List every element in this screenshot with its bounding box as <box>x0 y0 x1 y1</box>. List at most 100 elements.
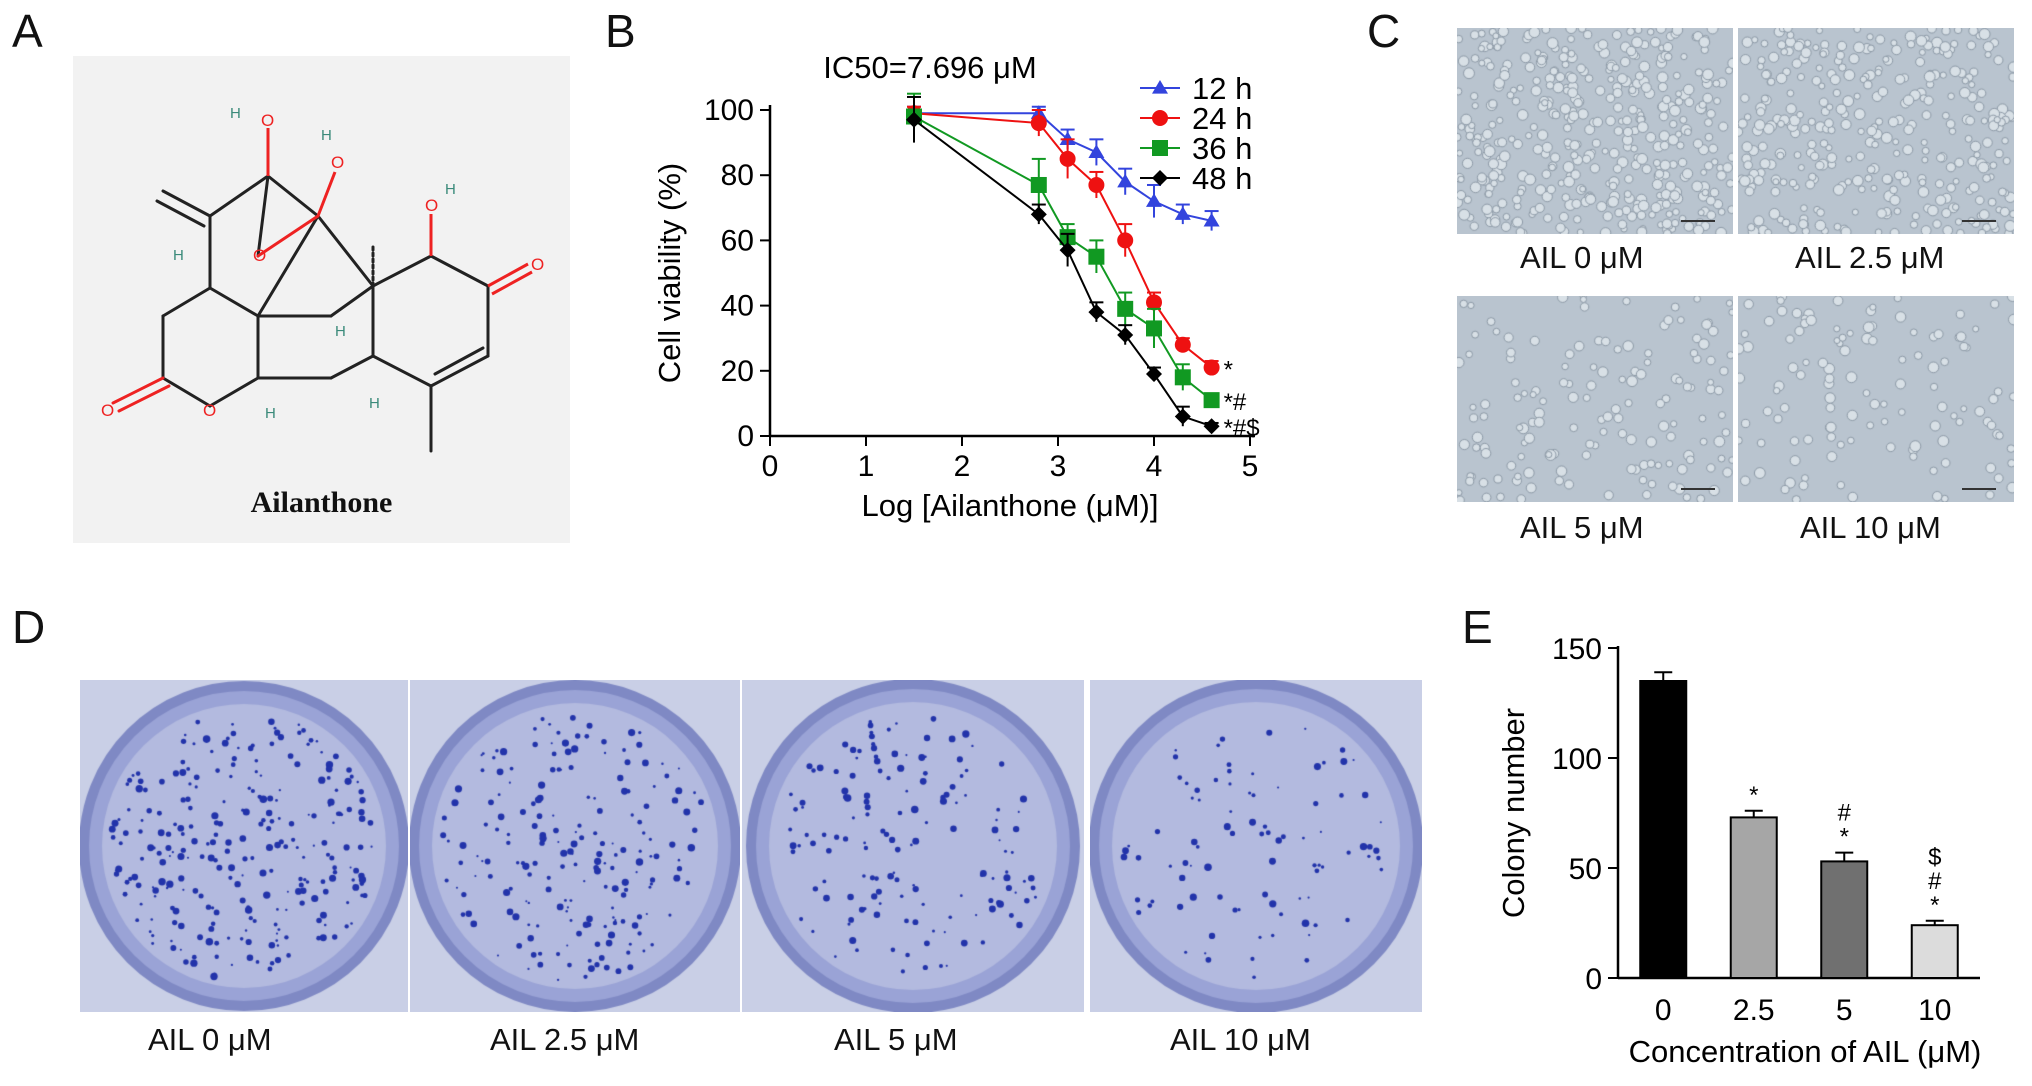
ic50-annotation: IC50=7.696 μM <box>823 50 1036 85</box>
micrograph-ail-2-5 <box>1738 28 2014 234</box>
panel-letter-a: A <box>12 5 43 57</box>
significance-mark: * <box>1840 824 1849 851</box>
svg-text:O: O <box>101 401 114 420</box>
legend-marker <box>1152 140 1168 156</box>
cell-viability-line-chart: 0 1 2 3 4 5 0 20 40 60 80 100 Log [Ailanthone (μM)] C… <box>652 50 1260 523</box>
data-point <box>1174 408 1191 425</box>
data-point <box>1203 212 1220 227</box>
bar <box>1639 680 1688 979</box>
micrograph-ail-10-canvas <box>1738 296 2014 502</box>
molecule-name: Ailanthone <box>250 486 393 519</box>
data-point <box>1146 366 1162 383</box>
series-48h <box>906 95 1220 435</box>
data-point <box>1146 193 1162 207</box>
x-tick-label: 5 <box>1836 994 1853 1027</box>
y-axis-label: Cell viability (%) <box>652 163 687 383</box>
dish-caption-0: AIL 0 μM <box>148 1022 272 1057</box>
colony-dish-ail-5 <box>742 680 1084 1012</box>
data-point <box>1174 206 1191 220</box>
micrograph-ail-10 <box>1738 296 2014 502</box>
svg-text:H: H <box>321 127 332 144</box>
colony-dish-ail-2-5-canvas <box>410 680 740 1012</box>
micrograph-ail-5-canvas <box>1457 296 1733 502</box>
bar <box>1910 924 1959 980</box>
data-point <box>1088 176 1105 193</box>
data-point <box>1174 336 1191 353</box>
svg-text:H: H <box>445 181 456 198</box>
significance-mark: * <box>1749 782 1758 809</box>
dish-caption-2-5: AIL 2.5 μM <box>490 1022 640 1057</box>
legend-marker <box>1152 80 1168 94</box>
x-tick-label: 10 <box>1918 994 1951 1027</box>
y-tick-label: 100 <box>1552 743 1602 776</box>
micrograph-ail-2-5-canvas <box>1738 28 2014 234</box>
series-36h <box>906 92 1220 409</box>
legend-label: 24 h <box>1192 101 1252 136</box>
x-tick-label: 1 <box>858 450 875 483</box>
svg-text:H: H <box>173 247 184 264</box>
dish-caption-10: AIL 10 μM <box>1170 1022 1311 1057</box>
y-tick-label: 40 <box>721 290 754 323</box>
micrograph-caption-10: AIL 10 μM <box>1800 510 1941 545</box>
significance-mark: # <box>1928 868 1942 895</box>
svg-text:O: O <box>425 196 438 215</box>
colony-dish-ail-10-canvas <box>1090 680 1422 1012</box>
significance-mark: * <box>1930 892 1939 919</box>
legend-marker <box>1152 170 1168 186</box>
svg-text:O: O <box>261 111 274 130</box>
x-tick-label: 0 <box>1655 994 1672 1027</box>
svg-text:O: O <box>203 401 216 420</box>
panel-letter-b: B <box>605 5 636 57</box>
svg-text:O: O <box>253 246 266 265</box>
colony-dish-ail-5-canvas <box>742 680 1084 1012</box>
colony-dish-ail-2-5 <box>410 680 740 1012</box>
svg-text:H: H <box>335 323 346 340</box>
significance-mark: * <box>1224 357 1233 384</box>
data-point <box>1088 304 1105 321</box>
significance-mark: *#$ <box>1224 415 1260 442</box>
colony-dish-ail-10 <box>1090 680 1422 1012</box>
x-tick-label: 0 <box>762 450 779 483</box>
micrograph-caption-2-5: AIL 2.5 μM <box>1795 240 1945 275</box>
data-point <box>1203 392 1220 409</box>
data-point <box>1203 359 1220 376</box>
y-tick-label: 100 <box>704 94 754 127</box>
x-tick-label: 4 <box>1146 450 1163 483</box>
data-point <box>1174 369 1191 386</box>
legend-marker <box>1152 110 1168 126</box>
legend-label: 48 h <box>1192 161 1252 196</box>
micrograph-ail-0-canvas <box>1457 28 1733 234</box>
panel-letter-d: D <box>12 601 46 653</box>
x-axis-label: Log [Ailanthone (μM)] <box>861 488 1158 523</box>
data-point <box>1088 144 1105 158</box>
data-point <box>906 111 922 128</box>
series-line <box>913 118 1212 428</box>
y-tick-label: 50 <box>1569 853 1602 886</box>
panel-letter-c: C <box>1367 5 1401 57</box>
y-tick-label: 20 <box>721 355 754 388</box>
data-point <box>1203 418 1220 435</box>
x-tick-label: 2 <box>954 450 971 483</box>
y-tick-label: 80 <box>721 159 754 192</box>
colony-dish-ail-0-canvas <box>80 680 408 1012</box>
data-point <box>1088 248 1105 265</box>
data-point <box>1117 300 1134 317</box>
data-point <box>1146 320 1162 337</box>
significance-mark: $ <box>1928 844 1941 871</box>
dish-caption-5: AIL 5 μM <box>834 1022 958 1057</box>
y-tick-label: 0 <box>737 420 754 453</box>
significance-mark: # <box>1838 800 1852 827</box>
micrograph-ail-0 <box>1457 28 1733 234</box>
svg-text:O: O <box>531 255 544 274</box>
micrograph-caption-0: AIL 0 μM <box>1520 240 1644 275</box>
data-point <box>1117 326 1134 343</box>
data-point <box>1117 232 1134 249</box>
significance-mark: *# <box>1224 389 1247 416</box>
data-point <box>1059 242 1076 259</box>
y-tick-label: 60 <box>721 224 754 257</box>
legend-label: 36 h <box>1192 131 1252 166</box>
legend-label: 12 h <box>1192 71 1252 106</box>
y-axis-label: Colony number <box>1496 708 1531 918</box>
data-point <box>1030 176 1047 193</box>
